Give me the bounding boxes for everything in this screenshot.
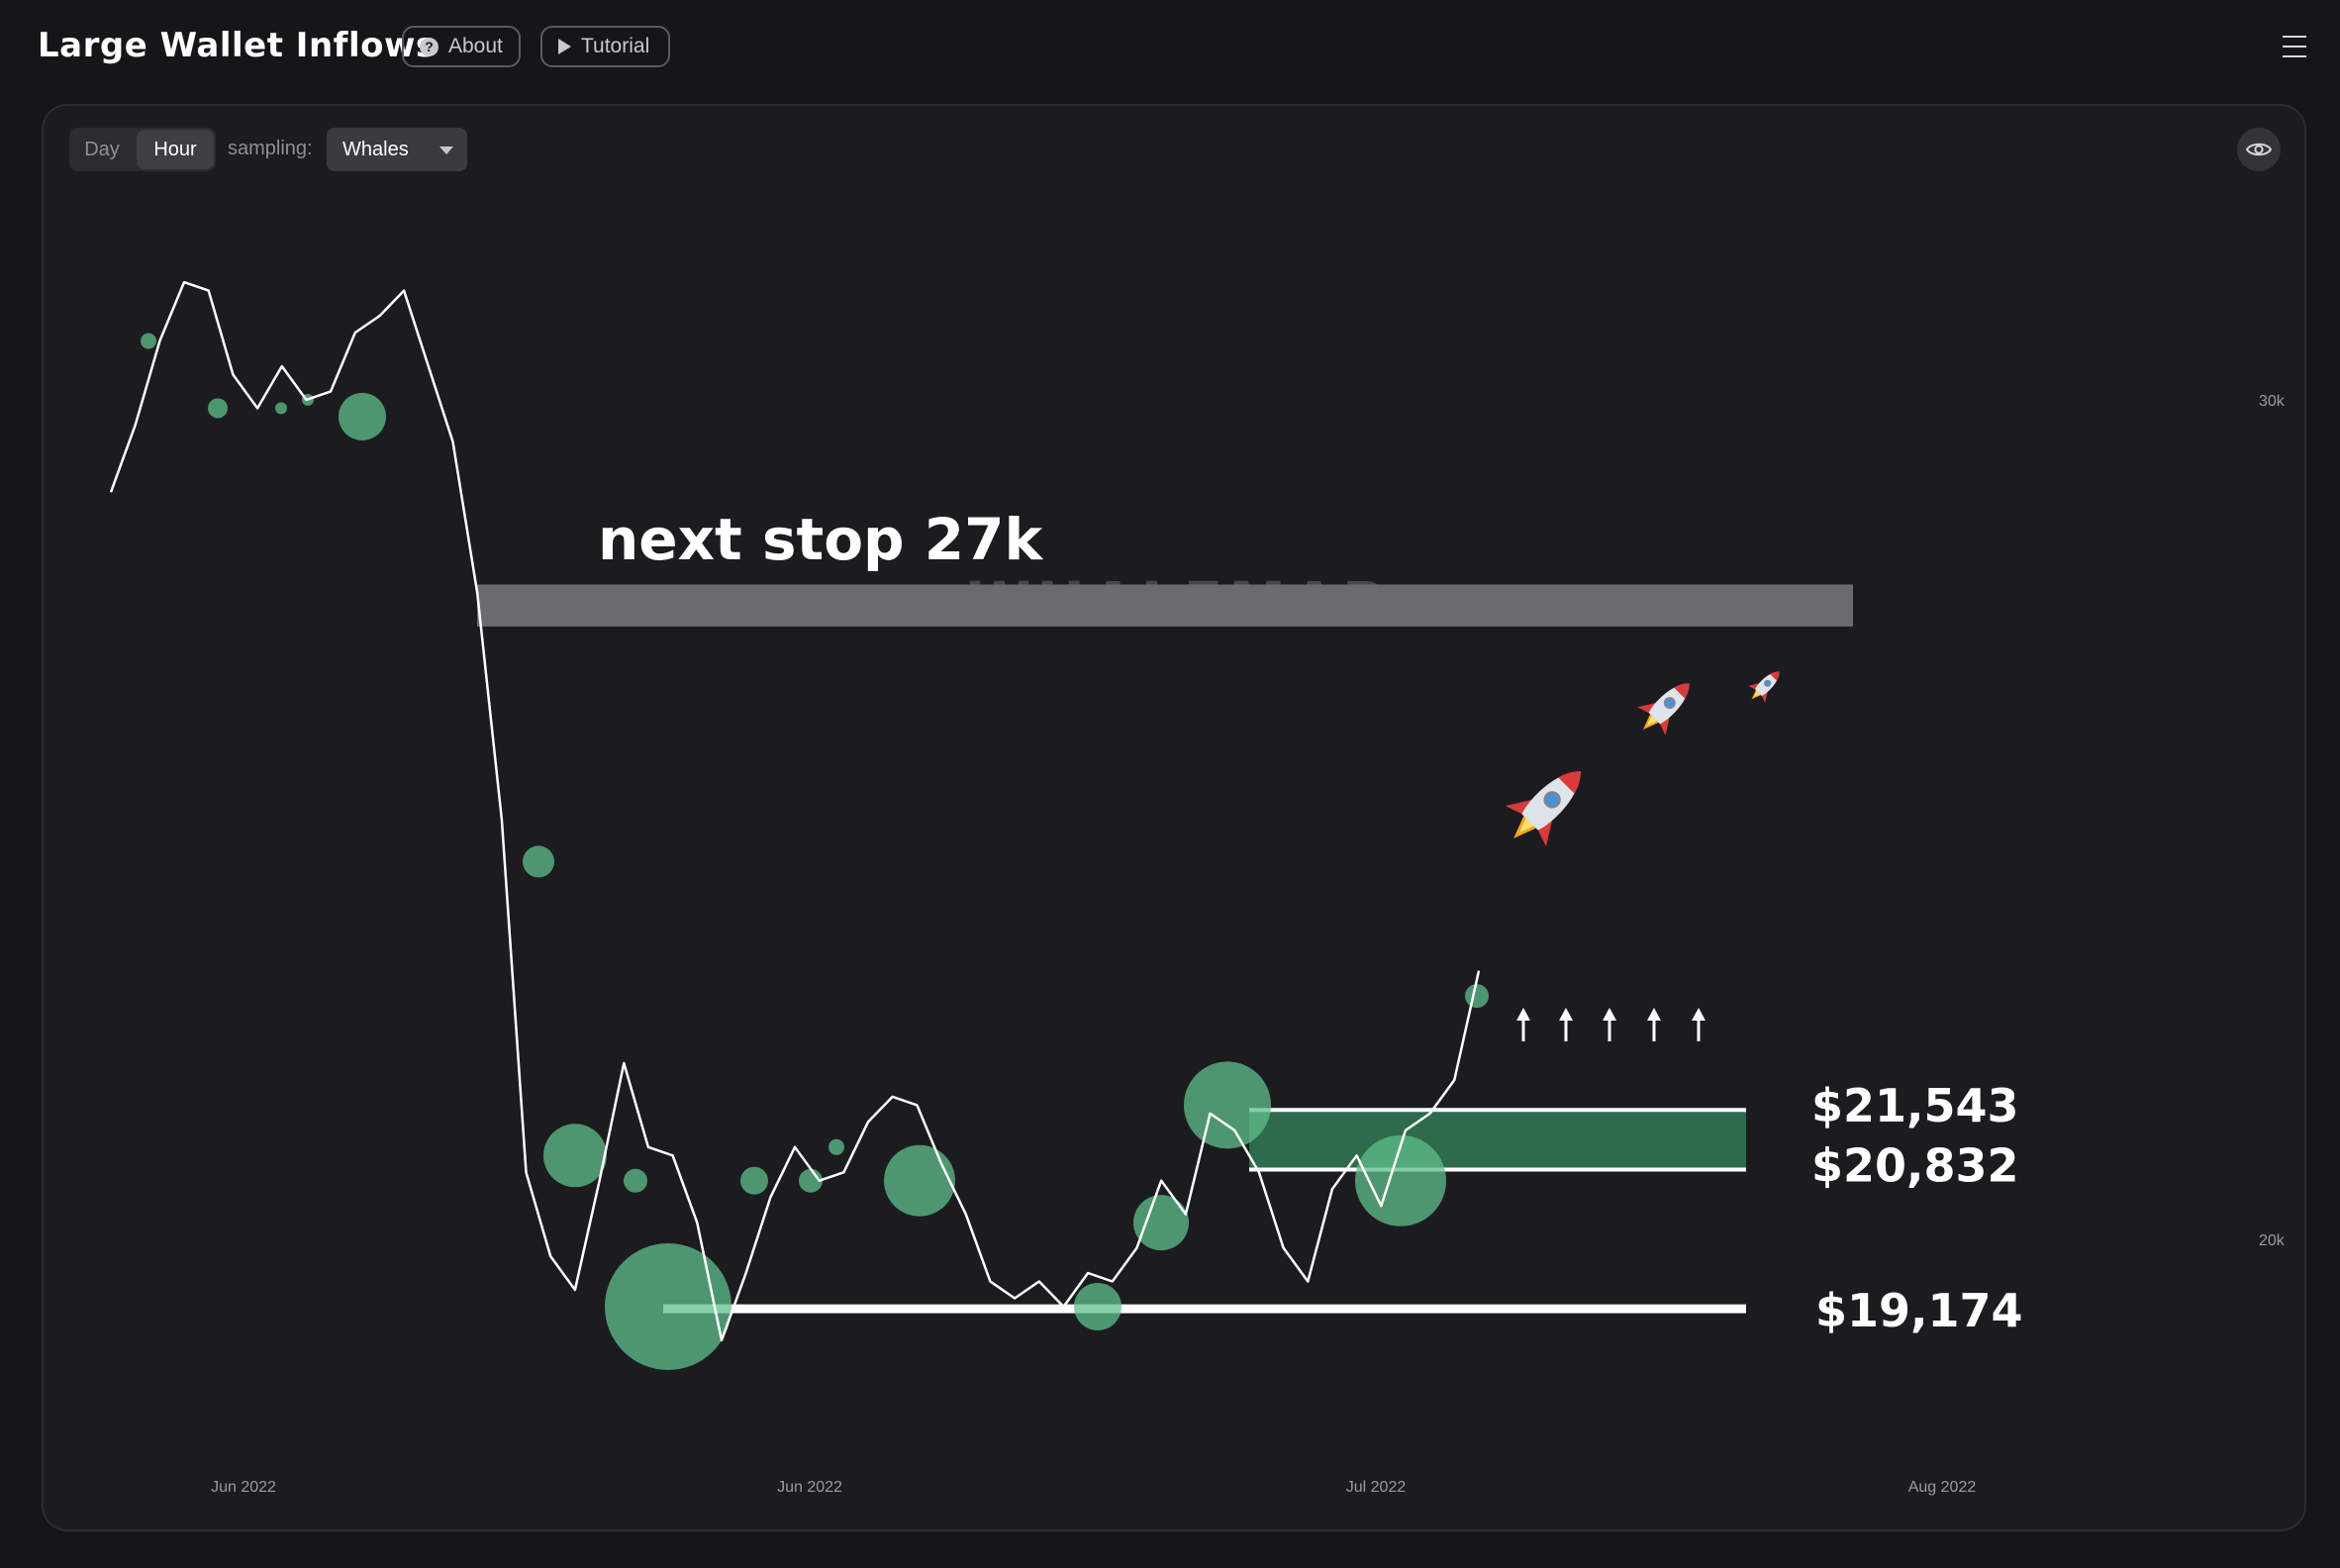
whale-bubble	[208, 398, 228, 419]
price-line	[109, 280, 1481, 1342]
price-level-label: $19,174	[1815, 1284, 2023, 1337]
about-label: About	[448, 35, 503, 57]
whale-bubble	[884, 1144, 955, 1217]
whale-bubble	[141, 333, 156, 349]
play-icon	[558, 39, 571, 54]
whale-bubble	[605, 1242, 731, 1370]
arrow-head	[1692, 1008, 1706, 1021]
rocket-fin	[1761, 691, 1768, 703]
chevron-down-icon	[439, 147, 453, 154]
rocket-flame-core	[1519, 818, 1534, 833]
whale-bubble	[1074, 1282, 1121, 1330]
rocket-flame-core	[1647, 715, 1658, 726]
period-hour-button[interactable]: Hour	[137, 130, 214, 169]
rocket-fin	[1659, 717, 1670, 735]
zone-resistance	[477, 584, 1853, 627]
whale-bubble	[523, 845, 554, 878]
whale-bubble	[829, 1138, 844, 1155]
whale-bubble	[1133, 1195, 1189, 1251]
arrow-head	[1603, 1008, 1616, 1021]
x-tick-label: Jun 2022	[211, 1479, 276, 1496]
arrow-head	[1647, 1008, 1661, 1021]
y-tick-label: 30k	[2259, 393, 2286, 410]
arrow-up-icon	[1603, 1008, 1616, 1041]
whale-bubble	[543, 1124, 607, 1188]
x-tick-label: Jun 2022	[777, 1479, 842, 1496]
y-tick-label: 20k	[2259, 1232, 2286, 1249]
price-level-label: $20,832	[1811, 1139, 2019, 1193]
arrow-up-icon	[1692, 1008, 1706, 1041]
whale-bubble	[1465, 984, 1489, 1009]
sampling-label: sampling:	[228, 138, 313, 159]
next-stop-annotation: next stop 27k	[598, 506, 1043, 573]
period-toggle: Day Hour	[69, 128, 216, 171]
rocket-window	[1543, 791, 1561, 809]
arrow-up-icon	[1647, 1008, 1661, 1041]
whale-bubble	[799, 1168, 823, 1193]
rocket-icon	[1748, 671, 1780, 703]
x-tick-label: Aug 2022	[1908, 1479, 1977, 1496]
whale-bubble	[1355, 1134, 1446, 1226]
question-circle-icon: ?	[420, 37, 439, 56]
rocket-fin	[1637, 703, 1656, 714]
whale-bubble	[624, 1168, 647, 1193]
rocket-nose	[1558, 771, 1581, 794]
x-tick-label: Jul 2022	[1346, 1479, 1407, 1496]
rocket-fin	[1537, 820, 1553, 847]
rocket-flame-core	[1754, 690, 1761, 697]
whale-bubble	[740, 1166, 768, 1195]
arrow-head	[1559, 1008, 1573, 1021]
top-bar: Large Wallet Inflows ? About Tutorial	[0, 0, 2340, 99]
arrow-up-icon	[1559, 1008, 1573, 1041]
chart-panel: WHALEMAP next stop 27k $21,543$20,832$19…	[42, 104, 2306, 1531]
page-title: Large Wallet Inflows	[38, 26, 437, 65]
sampling-value: Whales	[342, 138, 409, 160]
arrow-head	[1516, 1008, 1530, 1021]
about-button[interactable]: ? About	[402, 26, 521, 67]
whale-bubble	[1184, 1061, 1271, 1149]
eye-icon[interactable]	[2237, 128, 2281, 171]
rocket-icon	[1637, 683, 1690, 735]
whale-bubble	[275, 402, 287, 415]
arrow-up-icon	[1516, 1008, 1530, 1041]
tutorial-label: Tutorial	[581, 35, 650, 57]
hamburger-menu-icon[interactable]	[2283, 36, 2306, 59]
rocket-window	[1764, 679, 1772, 687]
price-chart: WHALEMAP next stop 27k $21,543$20,832$19…	[109, 280, 2286, 1496]
tutorial-button[interactable]: Tutorial	[540, 26, 670, 67]
zone-support	[1249, 1110, 1746, 1170]
price-level-label: $21,543	[1811, 1079, 2019, 1132]
rocket-nose	[1770, 671, 1780, 681]
rocket-nose	[1674, 683, 1690, 699]
sampling-select[interactable]: Whales	[327, 128, 467, 171]
rocket-window	[1663, 697, 1676, 710]
rocket-fin	[1748, 683, 1760, 690]
whale-bubble	[339, 392, 386, 441]
rocket-fin	[1505, 799, 1532, 815]
period-day-button[interactable]: Day	[84, 138, 120, 160]
rocket-icon	[1505, 771, 1581, 847]
